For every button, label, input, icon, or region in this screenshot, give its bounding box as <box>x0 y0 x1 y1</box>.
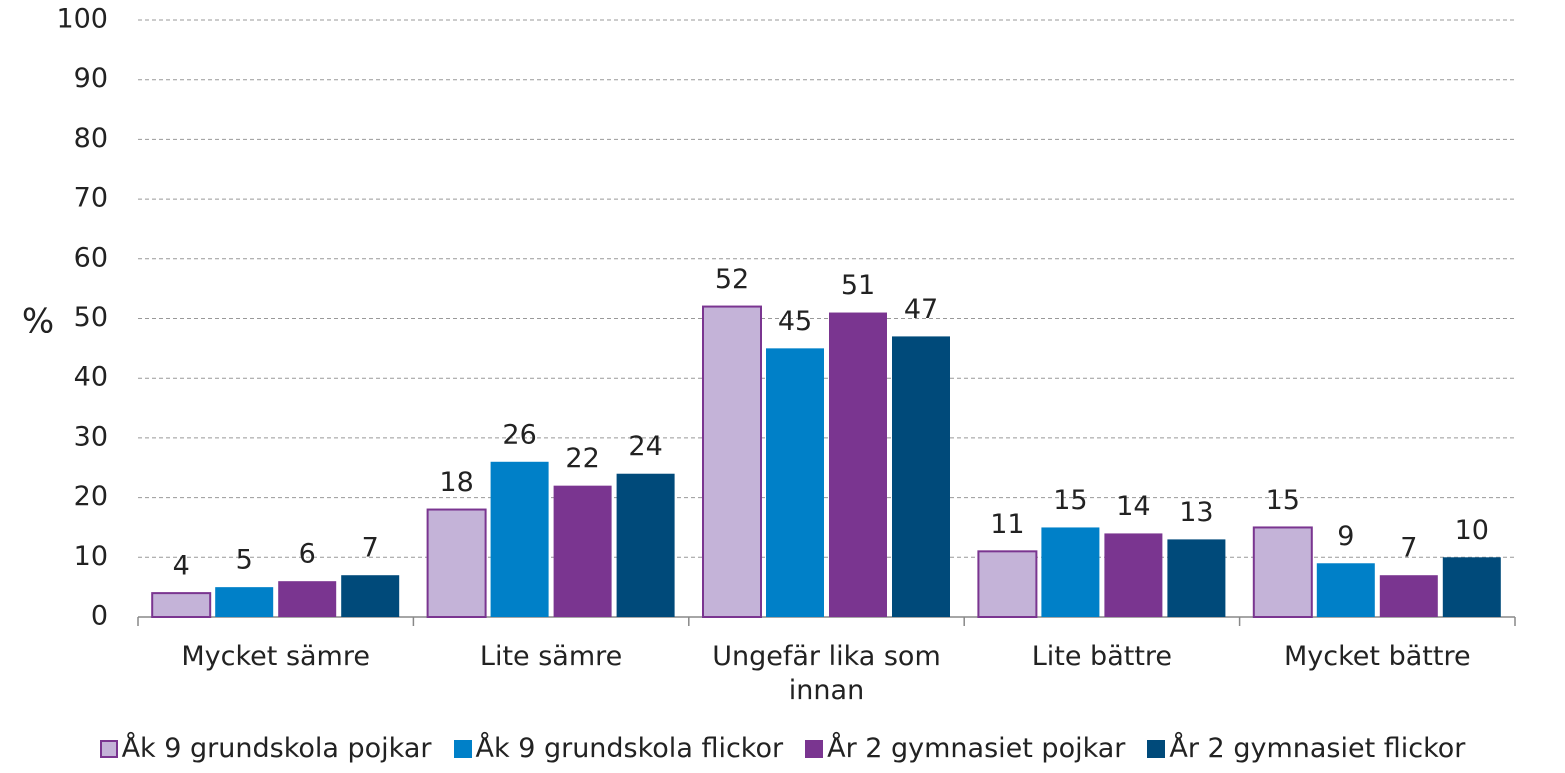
legend: Åk 9 grundskola pojkar Åk 9 grundskola fl… <box>0 733 1565 764</box>
data-label: 15 <box>1266 485 1300 516</box>
legend-item: Åk 9 grundskola pojkar <box>99 733 432 764</box>
data-label: 7 <box>1400 533 1417 564</box>
legend-item: År 2 gymnasiet pojkar <box>805 733 1125 764</box>
y-tick-label: 0 <box>91 601 108 632</box>
bar <box>702 305 762 618</box>
data-label: 24 <box>628 431 662 462</box>
data-label: 22 <box>565 443 599 474</box>
x-tick-label: Lite bättre <box>1031 641 1173 672</box>
data-label: 13 <box>1179 497 1213 528</box>
legend-swatch <box>99 739 118 758</box>
bar <box>215 587 274 617</box>
y-tick-label: 90 <box>74 63 108 94</box>
bar <box>426 508 487 619</box>
bar <box>1316 563 1375 617</box>
bar <box>977 550 1038 619</box>
legend-label: Åk 9 grundskola flickor <box>475 733 784 764</box>
y-tick-label: 20 <box>74 481 108 512</box>
data-label: 45 <box>778 306 812 337</box>
data-label: 10 <box>1455 515 1489 546</box>
bar <box>490 461 549 617</box>
data-label: 15 <box>1053 485 1087 516</box>
data-label: 51 <box>841 270 875 301</box>
legend-swatch <box>1147 739 1166 758</box>
legend-label: Åk 9 grundskola pojkar <box>121 733 432 764</box>
y-tick-label: 100 <box>56 4 108 35</box>
x-tick-label: Mycket bättre <box>1284 641 1471 672</box>
y-tick-label: 10 <box>74 541 108 572</box>
bar <box>892 336 950 617</box>
bar <box>829 312 887 617</box>
bar <box>766 348 824 617</box>
legend-item: År 2 gymnasiet flickor <box>1147 733 1465 764</box>
legend-item: Åk 9 grundskola flickor <box>453 733 784 764</box>
bar <box>553 485 612 617</box>
data-label: 47 <box>904 294 938 325</box>
legend-swatch <box>805 739 824 758</box>
y-tick-label: 30 <box>74 421 108 452</box>
bar <box>151 592 212 618</box>
bar <box>1252 526 1313 619</box>
y-tick-label: 60 <box>74 242 108 273</box>
data-label: 5 <box>236 545 253 576</box>
data-label: 9 <box>1337 521 1354 552</box>
legend-label: År 2 gymnasiet flickor <box>1169 733 1466 764</box>
x-tick-label: Mycket sämre <box>181 641 370 672</box>
data-label: 14 <box>1116 491 1150 522</box>
bar <box>1104 533 1163 617</box>
data-label: 4 <box>173 551 190 582</box>
bar <box>278 581 337 617</box>
legend-label: År 2 gymnasiet pojkar <box>827 733 1126 764</box>
data-label: 11 <box>990 509 1024 540</box>
y-tick-label: 40 <box>74 362 108 393</box>
y-tick-label: 70 <box>74 183 108 214</box>
y-tick-label: 80 <box>74 123 108 154</box>
bar <box>616 473 675 617</box>
data-label: 26 <box>502 419 536 450</box>
bar <box>1379 575 1438 617</box>
legend-swatch <box>453 739 472 758</box>
y-axis-label: % <box>22 302 54 342</box>
bar <box>1167 539 1226 617</box>
data-label: 6 <box>299 539 316 570</box>
data-label: 18 <box>439 467 473 498</box>
bar <box>341 575 400 617</box>
bar <box>1041 527 1100 617</box>
data-label: 52 <box>715 264 749 295</box>
x-tick-label: Lite sämre <box>479 641 623 672</box>
y-tick-label: 50 <box>74 302 108 333</box>
x-tick-label: Ungefär lika som innan <box>712 641 941 706</box>
data-label: 7 <box>362 533 379 564</box>
bar <box>1442 557 1501 617</box>
